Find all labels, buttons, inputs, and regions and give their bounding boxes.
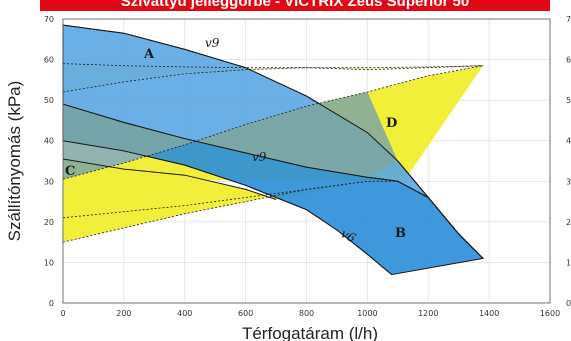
y-tick-label: 0 [49,299,54,308]
y-tick-label-right: 10 [566,258,571,267]
curve-label-v9-top: v9 [205,36,220,50]
series-line-6 [62,65,484,180]
region-label-a: A [143,47,155,62]
region-label-b: B [395,226,406,241]
y-tick-labels: 0 10 20 30 40 50 60 70 [44,15,54,308]
series-line-2 [62,140,393,275]
series-lines [62,24,484,275]
x-tick-label: 1600 [540,309,560,318]
series-line-3 [62,158,277,200]
y-tick-label: 70 [44,15,54,24]
x-tick-label: 1400 [479,309,499,318]
y-tick-label: 30 [44,177,54,186]
series-line-7 [62,180,398,219]
x-tick-label: 600 [238,309,253,318]
series-line-1 [62,103,484,259]
y-tick-label-right: 30 [566,177,571,186]
curve-label-v6: v6 [339,226,359,245]
y-axis-label: Szállítónyomás (kPa) [5,81,24,242]
yellow-region [63,159,368,243]
y-tick-label-right: 20 [566,218,571,227]
x-tick-label: 0 [60,309,65,318]
region-label-d: D [386,116,397,131]
region-label-c: C [65,164,75,179]
y-tick-labels-right: 0 10 20 30 40 50 60 70 [566,15,571,308]
x-tick-label: 1200 [418,309,438,318]
y-tick-label-right: 70 [566,15,571,24]
x-tick-labels: 0 200 400 600 800 1000 1200 1400 1600 [60,309,560,318]
y-tick-label: 60 [44,56,54,65]
series-line-4 [62,63,484,71]
curve-label-v9-mid: v9 [252,150,267,164]
y-tick-label: 10 [44,258,54,267]
x-axis-label: Térfogatáram (l/h) [242,324,378,341]
chart-title: Szivattyú jelleggörbe - VICTRIX Zeus Sup… [120,0,470,10]
overlap-region [63,92,398,180]
y-tick-label: 40 [44,137,54,146]
x-tick-label: 800 [299,309,314,318]
y-tick-label-right: 50 [566,96,571,105]
series-line-5 [62,65,484,93]
plot-frame [62,18,551,304]
x-tick-label: 1000 [357,309,377,318]
y-tick-label-right: 0 [566,299,571,308]
series-line-8 [62,180,368,243]
x-tick-label: 200 [116,309,131,318]
y-tick-label-right: 60 [566,56,571,65]
y-tick-label: 50 [44,96,54,105]
x-tick-label: 400 [177,309,192,318]
title-bar: Szivattyú jelleggörbe - VICTRIX Zeus Sup… [40,0,550,11]
y-tick-label-right: 40 [566,137,571,146]
y-tick-label: 20 [44,218,54,227]
